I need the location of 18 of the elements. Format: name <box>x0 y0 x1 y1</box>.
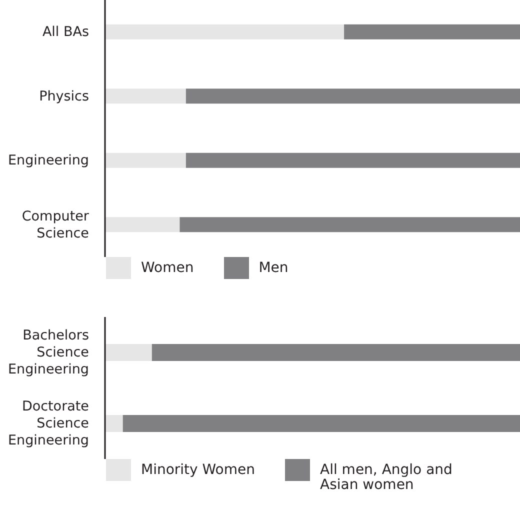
bar <box>186 152 520 168</box>
y-tick-label: Engineering <box>8 152 89 168</box>
legend-label: Women <box>141 259 194 276</box>
bar <box>105 88 186 104</box>
y-tick-label: Bachelors Science Engineering <box>8 327 89 378</box>
bar <box>105 152 186 168</box>
bar <box>344 24 520 40</box>
bar <box>105 24 344 40</box>
y-tick-label: Physics <box>39 88 89 104</box>
y-tick-label: Doctorate Science Engineering <box>8 398 89 448</box>
bar <box>180 217 520 232</box>
legend-label: Minority Women <box>141 461 255 478</box>
y-tick-label: All BAs <box>42 24 89 40</box>
bar <box>186 88 520 104</box>
legend-label: All men, Anglo and Asian women <box>320 461 454 493</box>
bar <box>105 217 180 232</box>
legend-label: Men <box>258 259 288 276</box>
y-tick-label: Computer Science <box>22 208 90 242</box>
